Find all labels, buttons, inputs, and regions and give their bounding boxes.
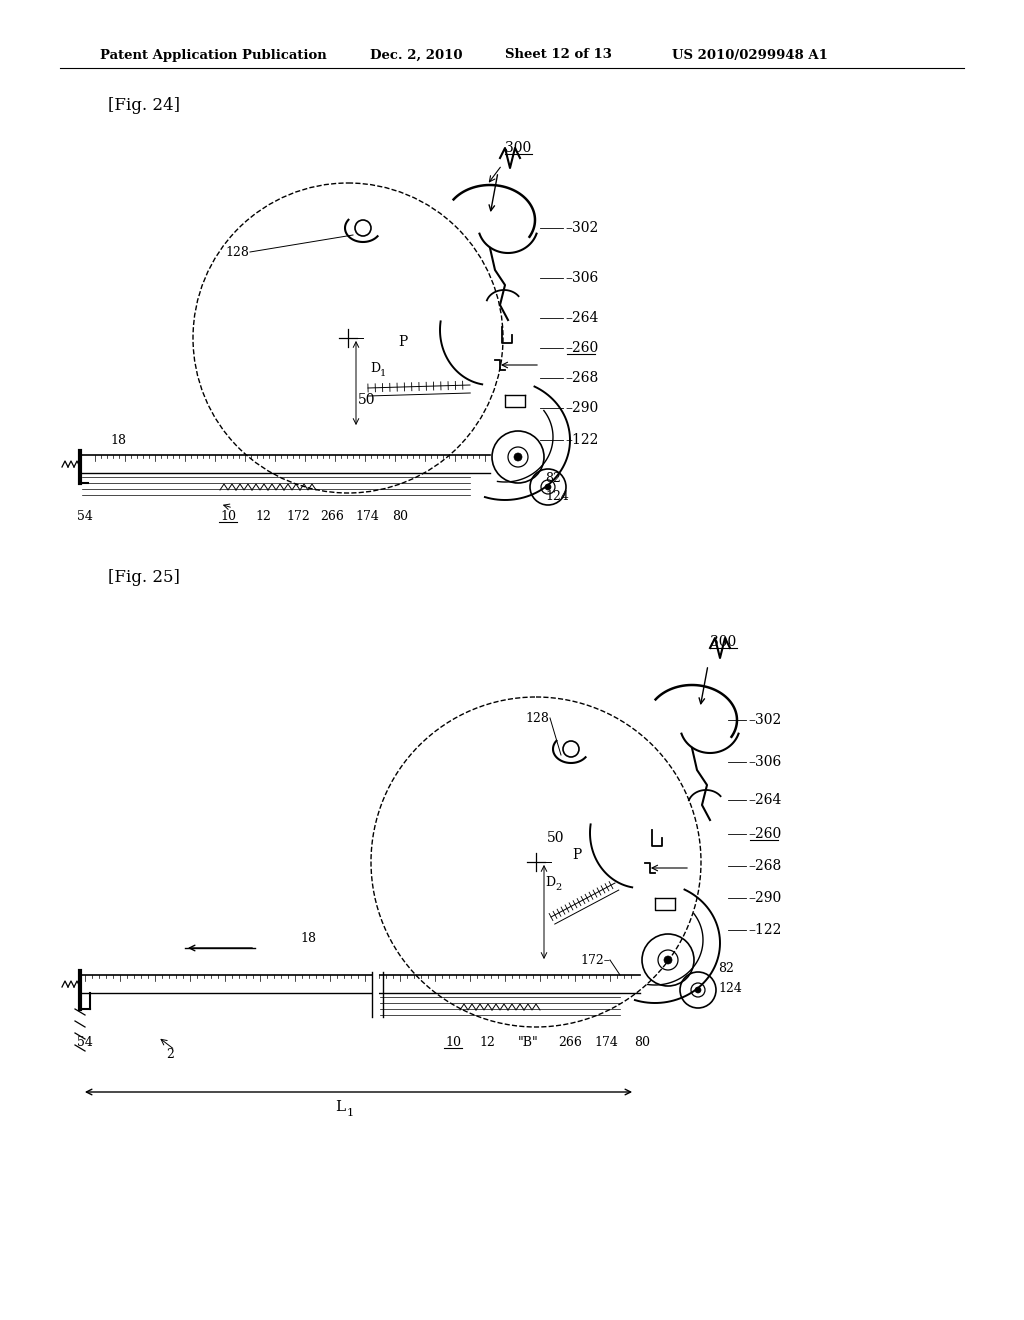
Text: 172: 172 (286, 510, 310, 523)
Text: 10: 10 (220, 510, 236, 523)
Text: [Fig. 24]: [Fig. 24] (108, 96, 180, 114)
Text: P: P (572, 847, 582, 862)
Text: "B": "B" (517, 1035, 539, 1048)
Text: 80: 80 (634, 1035, 650, 1048)
Text: 18: 18 (300, 932, 316, 945)
Text: 1: 1 (380, 368, 386, 378)
Text: 10: 10 (445, 1035, 461, 1048)
Text: [Fig. 25]: [Fig. 25] (108, 569, 180, 586)
Text: 54: 54 (77, 1035, 93, 1048)
Text: –122: –122 (748, 923, 781, 937)
Text: 1: 1 (346, 1107, 353, 1118)
Text: 82: 82 (545, 471, 561, 484)
Text: 128: 128 (525, 711, 549, 725)
Text: –122: –122 (565, 433, 598, 447)
Text: 18: 18 (110, 433, 126, 446)
Text: –268: –268 (748, 859, 781, 873)
Text: –260: –260 (565, 341, 598, 355)
Text: 54: 54 (77, 510, 93, 523)
Text: 2: 2 (555, 883, 561, 891)
Circle shape (664, 956, 672, 964)
Text: 266: 266 (558, 1035, 582, 1048)
Text: 2: 2 (166, 1048, 174, 1061)
Text: 174: 174 (594, 1035, 617, 1048)
Text: Sheet 12 of 13: Sheet 12 of 13 (505, 49, 612, 62)
Text: 124: 124 (545, 491, 569, 503)
Text: 124: 124 (718, 982, 741, 994)
Text: 174: 174 (355, 510, 379, 523)
Text: –260: –260 (748, 828, 781, 841)
Text: –306: –306 (565, 271, 598, 285)
Text: 12: 12 (479, 1035, 495, 1048)
Text: 300: 300 (505, 141, 531, 154)
Text: 128: 128 (225, 246, 249, 259)
Text: 266: 266 (321, 510, 344, 523)
Text: –290: –290 (748, 891, 781, 906)
Text: L: L (335, 1100, 345, 1114)
Circle shape (514, 453, 522, 461)
Text: 82: 82 (718, 961, 734, 974)
Text: P: P (398, 335, 408, 348)
Text: Dec. 2, 2010: Dec. 2, 2010 (370, 49, 463, 62)
Text: –302: –302 (748, 713, 781, 727)
Text: D: D (545, 875, 555, 888)
Circle shape (545, 484, 551, 490)
Text: –306: –306 (748, 755, 781, 770)
Text: Patent Application Publication: Patent Application Publication (100, 49, 327, 62)
Text: –290: –290 (565, 401, 598, 414)
Text: 300: 300 (710, 635, 736, 649)
Text: –264: –264 (565, 312, 598, 325)
Circle shape (695, 987, 701, 993)
Text: 12: 12 (255, 510, 271, 523)
Text: 50: 50 (358, 393, 376, 407)
Text: –302: –302 (565, 220, 598, 235)
Text: US 2010/0299948 A1: US 2010/0299948 A1 (672, 49, 827, 62)
Text: –264: –264 (748, 793, 781, 807)
Text: 50: 50 (547, 832, 564, 845)
Text: D: D (370, 362, 380, 375)
Text: 172–: 172– (580, 953, 610, 966)
Text: –268: –268 (565, 371, 598, 385)
Text: 80: 80 (392, 510, 408, 523)
